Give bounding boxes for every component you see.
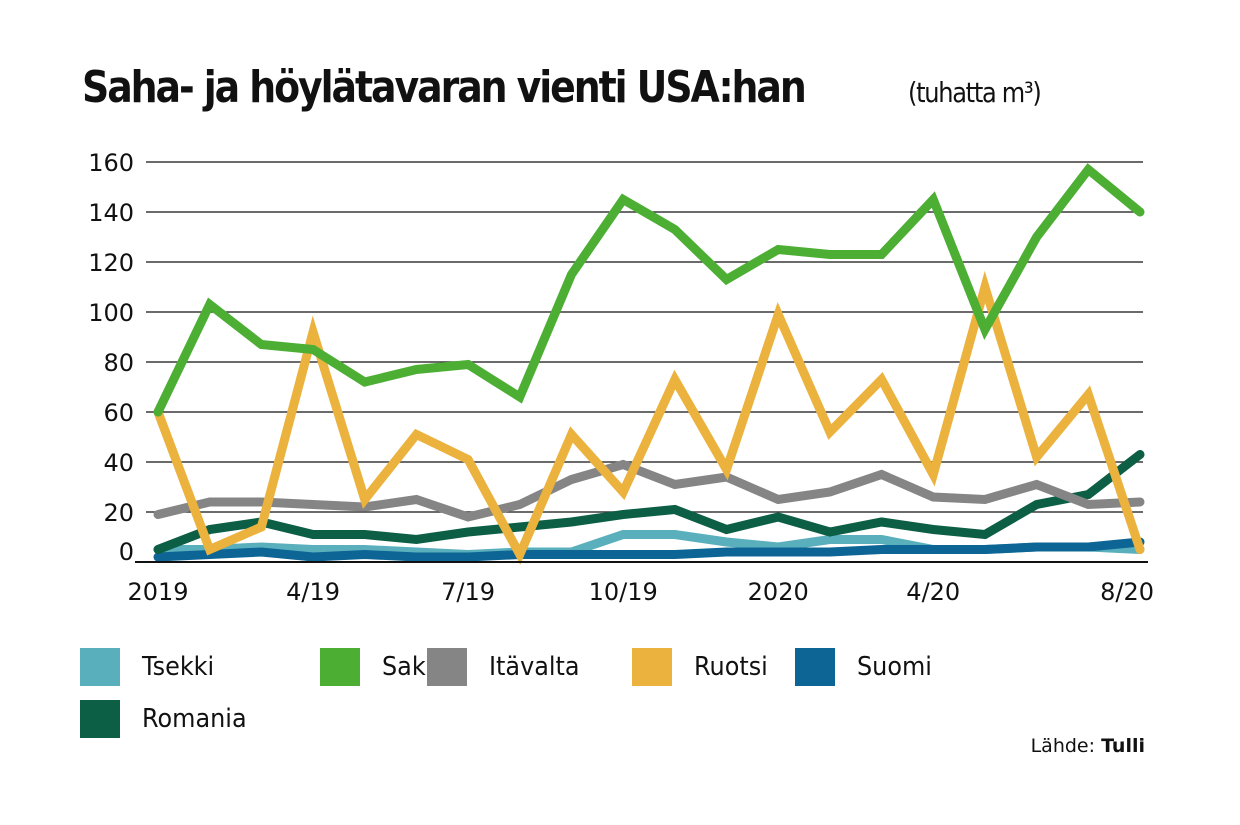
legend-item: Romania — [80, 700, 256, 738]
source-note: Lähde: Tulli — [1031, 735, 1145, 757]
legend-swatch — [80, 648, 120, 686]
series-suomi — [153, 537, 1145, 562]
legend-label: Romania — [142, 704, 247, 734]
y-tick-label: 160 — [88, 149, 134, 177]
series-line — [153, 537, 1145, 562]
y-tick-label: 80 — [103, 349, 134, 377]
series-line — [153, 459, 1145, 522]
source-label: Lähde: — [1030, 735, 1096, 757]
legend-swatch — [320, 648, 360, 686]
y-tick-label: 60 — [103, 399, 134, 427]
x-tick-label: 4/19 — [286, 578, 340, 606]
legend-item: Tsekki — [80, 648, 220, 686]
series-lines — [153, 163, 1145, 565]
y-tick-label: 100 — [88, 299, 134, 327]
legend-label: Tsekki — [142, 652, 215, 682]
y-tick-label: 20 — [103, 499, 134, 527]
series-saksa — [153, 163, 1145, 417]
y-tick-label: 0 — [119, 538, 134, 566]
x-tick-label: 8/20 — [1100, 578, 1154, 606]
y-tick-labels: 0 20 40 60 80 100 120 140 160 — [88, 149, 134, 566]
series-line — [153, 163, 1145, 417]
y-tick-label: 40 — [103, 449, 134, 477]
legend-swatch — [80, 700, 120, 738]
y-tick-label: 120 — [88, 249, 134, 277]
legend-swatch — [795, 648, 835, 686]
x-tick-label: 7/19 — [441, 578, 495, 606]
source-name: Tulli — [1101, 735, 1145, 757]
legend-label: Suomi — [857, 652, 932, 682]
legend-label: Itävalta — [489, 652, 580, 682]
legend-item: Ruotsi — [632, 648, 774, 686]
x-tick-label: 10/19 — [589, 578, 658, 606]
x-tick-label: 4/20 — [906, 578, 960, 606]
legend-swatch — [427, 648, 467, 686]
x-tick-label: 2020 — [748, 578, 809, 606]
legend-label: Ruotsi — [694, 652, 768, 682]
legend-item: Itävalta — [427, 648, 587, 686]
chart-title-main: Saha- ja höylätavaran vienti USA:han — [82, 62, 807, 113]
x-tick-labels: 2019 4/19 7/19 10/19 2020 4/20 8/20 — [127, 578, 1154, 606]
y-tick-label: 140 — [88, 199, 134, 227]
series-line — [153, 450, 1145, 554]
legend-item: Suomi — [795, 648, 938, 686]
legend-swatch — [632, 648, 672, 686]
chart-unit: (tuhatta m³) — [908, 76, 1042, 109]
x-tick-label: 2019 — [127, 578, 188, 606]
chart-title: Saha- ja höylätavaran vienti USA:han (tu… — [82, 62, 1042, 113]
